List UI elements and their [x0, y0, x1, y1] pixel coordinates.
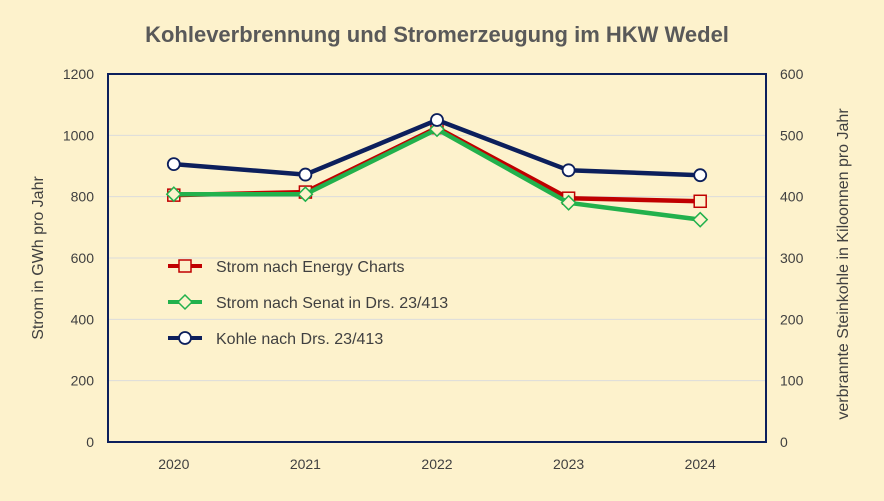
legend-label: Strom nach Senat in Drs. 23/413 [216, 295, 448, 312]
data-point [693, 168, 708, 183]
plot-area-border [107, 73, 767, 443]
x-tick-label: 2024 [685, 456, 716, 472]
data-point [297, 186, 314, 203]
y-tick-label-left: 1000 [63, 127, 94, 143]
data-point [692, 211, 709, 228]
legend-marker [178, 331, 192, 345]
data-point [560, 194, 577, 211]
series-diamond [165, 121, 709, 228]
x-tick-label: 2021 [290, 456, 321, 472]
y-tick-label-left: 0 [86, 434, 94, 450]
y-tick-label-left: 400 [71, 311, 95, 327]
y-tick-label-left: 600 [71, 250, 95, 266]
y-axis-title-left: Strom in GWh pro Jahr [30, 176, 47, 340]
legend-item: Strom nach Energy Charts [168, 259, 405, 276]
legend-marker [176, 293, 194, 311]
y-tick-label-right: 600 [780, 66, 804, 82]
data-point [298, 167, 313, 182]
data-point [561, 163, 576, 178]
x-tick-label: 2020 [158, 456, 189, 472]
y-tick-label-right: 400 [780, 189, 804, 205]
y-tick-label-right: 100 [780, 373, 804, 389]
x-tick-label: 2022 [421, 456, 452, 472]
legend: Strom nach Energy Charts Strom nach Senat… [168, 259, 448, 348]
legend-label: Strom nach Energy Charts [216, 259, 405, 276]
data-point [165, 186, 182, 203]
chart-title: Kohleverbrennung und Stromerzeugung im H… [145, 22, 729, 47]
y-axis-title-right: verbrannte Steinkohle in Kiloonnen pro J… [835, 108, 852, 420]
legend-item: Strom nach Senat in Drs. 23/413 [168, 293, 448, 312]
y-tick-label-left: 200 [71, 373, 95, 389]
series-line [173, 125, 701, 204]
data-point [430, 113, 444, 127]
legend-marker [178, 259, 192, 273]
tick-labels: 0 200 400 600 800 1000 1200 0 100 200 300 400 500 600… [63, 66, 804, 472]
series-layer [165, 113, 709, 228]
y-tick-label-right: 300 [780, 250, 804, 266]
data-point [166, 157, 181, 172]
y-tick-label-right: 200 [780, 311, 804, 327]
y-tick-label-right: 0 [780, 434, 788, 450]
y-tick-label-left: 800 [71, 189, 95, 205]
y-tick-label-right: 500 [780, 127, 804, 143]
series-circle [166, 113, 708, 183]
y-tick-label-left: 1200 [63, 66, 94, 82]
legend-item: Kohle nach Drs. 23/413 [168, 331, 383, 348]
x-tick-label: 2023 [553, 456, 584, 472]
data-point [693, 194, 707, 209]
legend-label: Kohle nach Drs. 23/413 [216, 331, 383, 348]
